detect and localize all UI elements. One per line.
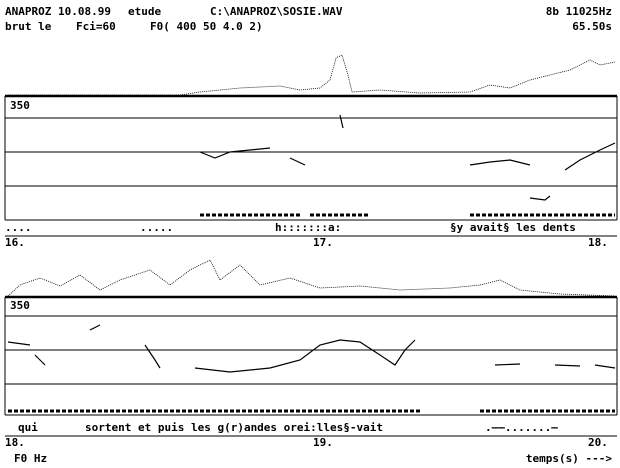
time-axis-label: temps(s) ---> [526, 452, 612, 465]
filter: Fci=60 [76, 20, 116, 33]
f0-trace [199, 114, 616, 201]
time-label: 18. [588, 236, 608, 249]
panel-2: 350 qui sortent et puis les g(r)andes or… [4, 259, 618, 449]
mode: etude [128, 5, 161, 18]
f0-trace [7, 324, 616, 373]
duration: 65.50s [572, 20, 612, 33]
transcript: ..... [140, 221, 173, 234]
f0-box [4, 96, 618, 221]
transcript: h:::::::a: [275, 221, 341, 234]
transcript: qui [18, 421, 38, 434]
time-label: 17. [313, 236, 333, 249]
line2-left: brut le [5, 20, 52, 33]
f0-max: 350 [10, 99, 30, 112]
transcript: sortent et puis les g(r)andes orei:lles§… [85, 421, 383, 434]
transcript: .——.......— [485, 421, 558, 434]
transcript: .... [5, 221, 32, 234]
waveform [8, 54, 616, 96]
waveform [7, 259, 616, 297]
file: C:\ANAPROZ\SOSIE.WAV [210, 5, 343, 18]
time-label: 19. [313, 436, 333, 449]
header: ANAPROZ 10.08.99 etude C:\ANAPROZ\SOSIE.… [5, 5, 612, 33]
time-label: 20. [588, 436, 608, 449]
time-label: 16. [5, 236, 25, 249]
axis-label: F0 Hz [14, 452, 47, 465]
f0-box [4, 297, 618, 416]
f0-max: 350 [10, 299, 30, 312]
f0-params: F0( 400 50 4.0 2) [150, 20, 263, 33]
time-label: 18. [5, 436, 25, 449]
panel-1: 350 .... ..... h:::::::a: §y avait§ les … [4, 54, 618, 249]
format: 8b 11025Hz [546, 5, 612, 18]
program: ANAPROZ 10.08.99 [5, 5, 111, 18]
transcript: §y avait§ les dents [450, 221, 576, 234]
